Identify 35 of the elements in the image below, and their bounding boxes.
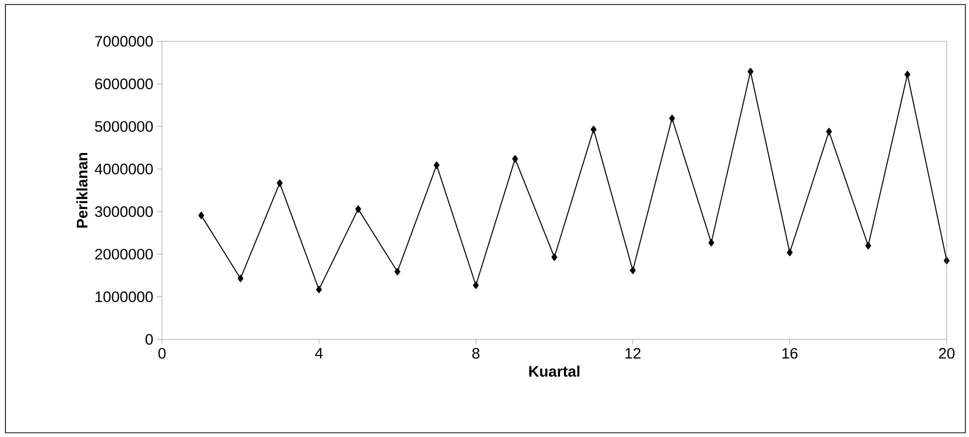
point xyxy=(708,238,714,246)
x-axis-title: Kuartal xyxy=(529,366,580,377)
point xyxy=(669,114,675,122)
x-tick-label: 8 xyxy=(472,348,480,359)
y-axis-title: Periklanan xyxy=(76,152,88,228)
y-tick-label: 0 xyxy=(146,334,153,345)
y-tick-label: 4000000 xyxy=(94,164,153,174)
x-tick-label: 20 xyxy=(939,348,954,359)
point xyxy=(394,268,400,276)
point xyxy=(355,205,362,213)
y-tick-label: 3000000 xyxy=(94,206,153,217)
point xyxy=(472,281,479,289)
x-tick-label: 12 xyxy=(626,348,640,358)
point xyxy=(198,212,204,220)
point xyxy=(748,68,754,76)
y-tick-label: 2000000 xyxy=(95,248,153,260)
point xyxy=(434,161,440,169)
y-tick-label: 1000000 xyxy=(96,291,153,302)
point xyxy=(551,253,558,261)
x-tick-label: 0 xyxy=(158,348,166,359)
point xyxy=(630,266,636,274)
point xyxy=(238,274,244,282)
y-tick-label: 6000000 xyxy=(95,78,153,90)
x-tick-label: 16 xyxy=(782,348,798,359)
y-tick-label: 5000000 xyxy=(95,120,153,132)
point xyxy=(865,242,872,250)
point xyxy=(590,126,597,134)
point xyxy=(276,179,283,187)
point xyxy=(786,248,793,256)
x-tick-label: 4 xyxy=(315,348,323,358)
y-tick-label: 7000000 xyxy=(95,36,153,47)
point xyxy=(512,154,518,162)
point xyxy=(316,286,322,294)
point xyxy=(904,70,910,78)
point xyxy=(826,128,832,136)
